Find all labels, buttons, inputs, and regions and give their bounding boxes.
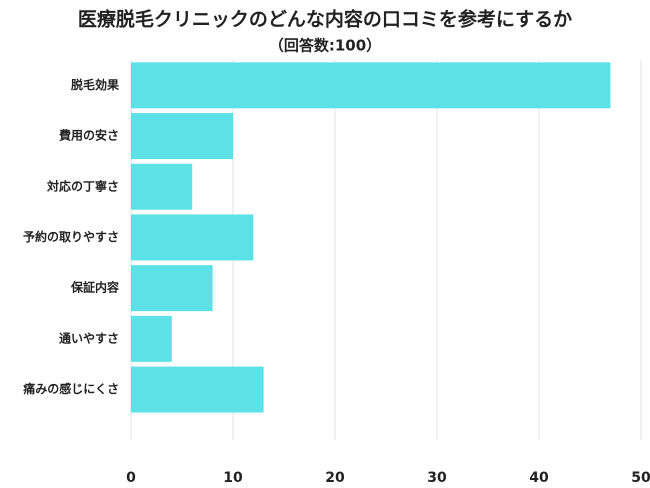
y-tick-label: 保証内容	[70, 280, 119, 295]
y-tick-label: 対応の丁寧さ	[46, 178, 119, 193]
x-tick-label: 20	[325, 470, 345, 486]
bar	[131, 113, 233, 160]
x-tick-label: 40	[529, 470, 549, 486]
y-tick-label: 予約の取りやすさ	[23, 229, 119, 244]
bar	[131, 366, 264, 413]
x-tick-label: 30	[427, 470, 447, 486]
y-tick-label: 痛みの感じにくさ	[22, 381, 119, 396]
x-tick-label: 0	[126, 470, 136, 486]
chart-subtitle: （回答数:100）	[269, 37, 381, 55]
y-tick-label: 脱毛効果	[71, 77, 119, 92]
bar	[131, 265, 213, 312]
x-tick-label: 10	[223, 470, 243, 486]
bar	[131, 163, 193, 210]
x-tick-label: 50	[631, 470, 650, 486]
chart-title: 医療脱毛クリニックのどんな内容の口コミを参考にするか	[78, 8, 572, 31]
bar	[131, 62, 611, 109]
bar	[131, 315, 172, 362]
bar	[131, 214, 254, 261]
y-tick-label: 費用の安さ	[59, 128, 119, 143]
y-tick-label: 通いやすさ	[59, 330, 119, 345]
